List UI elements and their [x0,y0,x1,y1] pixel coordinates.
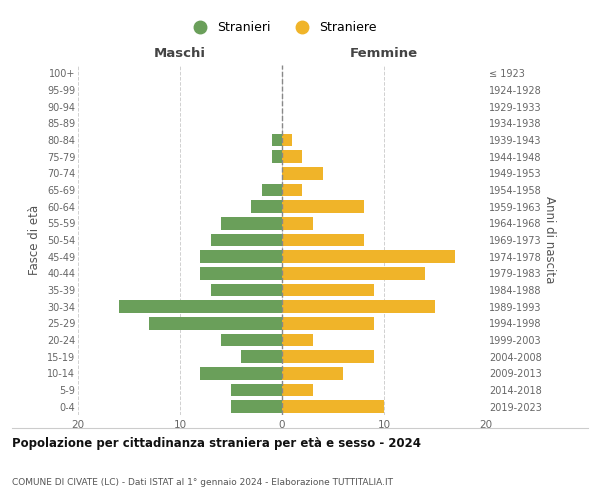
Bar [119,300,282,313]
Bar [231,400,282,413]
Bar [282,217,313,230]
Text: Maschi: Maschi [154,47,206,60]
Bar [282,134,292,146]
Y-axis label: Anni di nascita: Anni di nascita [542,196,556,284]
Bar [282,150,302,163]
Bar [221,217,282,230]
Bar [211,234,282,246]
Bar [282,350,374,363]
Bar [149,317,282,330]
Bar [272,150,282,163]
Bar [231,384,282,396]
Bar [282,250,455,263]
Bar [282,334,313,346]
Bar [282,167,323,179]
Bar [211,284,282,296]
Legend: Stranieri, Straniere: Stranieri, Straniere [182,16,382,40]
Bar [282,200,364,213]
Bar [200,250,282,263]
Bar [282,300,435,313]
Bar [282,367,343,380]
Bar [282,384,313,396]
Text: COMUNE DI CIVATE (LC) - Dati ISTAT al 1° gennaio 2024 - Elaborazione TUTTITALIA.: COMUNE DI CIVATE (LC) - Dati ISTAT al 1°… [12,478,393,487]
Y-axis label: Fasce di età: Fasce di età [28,205,41,275]
Bar [282,400,384,413]
Bar [241,350,282,363]
Bar [282,317,374,330]
Bar [282,284,374,296]
Bar [200,267,282,280]
Bar [251,200,282,213]
Bar [282,267,425,280]
Bar [221,334,282,346]
Bar [282,234,364,246]
Text: Popolazione per cittadinanza straniera per età e sesso - 2024: Popolazione per cittadinanza straniera p… [12,438,421,450]
Bar [200,367,282,380]
Bar [282,184,302,196]
Bar [272,134,282,146]
Text: Femmine: Femmine [350,47,418,60]
Bar [262,184,282,196]
